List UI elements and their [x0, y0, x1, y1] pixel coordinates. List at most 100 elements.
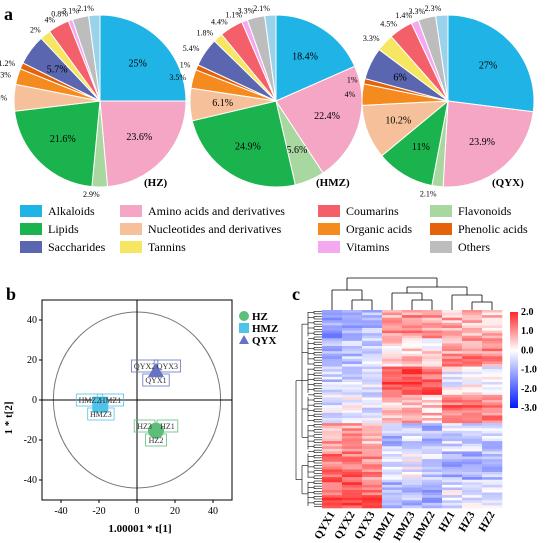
- heatmap-cell: [362, 502, 383, 506]
- heatmap-cell: [462, 335, 483, 339]
- heatmap-cell: [422, 484, 443, 488]
- legend-swatch: [20, 223, 42, 235]
- heatmap-cell: [362, 495, 383, 499]
- heatmap-cell: [442, 454, 463, 457]
- legend-label: Alkaloids: [48, 204, 95, 218]
- heatmap-cell: [482, 415, 503, 419]
- panel-label-c: c: [292, 284, 300, 304]
- pca-group-marker-hz: [148, 422, 164, 439]
- pca-y-tick-label: -20: [24, 435, 37, 446]
- heatmap-cell: [462, 484, 483, 488]
- heatmap-cell: [442, 430, 463, 434]
- heatmap-cell: [442, 456, 463, 460]
- heatmap-cell: [442, 338, 463, 342]
- heatmap-cell: [362, 353, 383, 357]
- heatmap-cell: [402, 477, 423, 481]
- heatmap-cell: [462, 384, 483, 388]
- heatmap-cell: [422, 428, 443, 432]
- pca-point-box: [153, 359, 181, 373]
- heatmap-cell: [482, 430, 503, 434]
- heatmap-cell: [462, 490, 483, 493]
- pie-slice-label: 2.9%: [83, 190, 100, 199]
- heatmap-cell: [362, 474, 383, 478]
- heatmap-cell: [362, 456, 383, 460]
- heatmap-cell: [322, 459, 343, 463]
- heatmap-cell: [342, 310, 363, 313]
- pie-slice-label: 6%: [393, 73, 406, 84]
- heatmap-cell: [482, 346, 503, 349]
- pie-slice: [264, 14, 277, 102]
- heatmap-cell: [482, 407, 503, 411]
- heatmap-cell: [402, 358, 423, 362]
- heatmap-cell: [362, 412, 383, 416]
- pie-slice: [99, 100, 187, 188]
- pie-slice: [14, 100, 101, 188]
- legend-label: Flavonoids: [458, 204, 512, 218]
- heatmap-cell: [342, 492, 363, 496]
- heatmap-cell: [322, 374, 343, 378]
- heatmap-cell: [322, 328, 343, 331]
- pie-title-hmz: (HMZ): [316, 177, 350, 189]
- heatmap-cell: [342, 490, 363, 493]
- heatmap-cell: [482, 312, 503, 316]
- heatmap-cell: [462, 420, 483, 424]
- heatmap-cell: [402, 317, 423, 321]
- heatmap-cell: [422, 371, 443, 375]
- heatmap-cell: [482, 456, 503, 460]
- heatmap-cell: [382, 464, 403, 468]
- heatmap-cell: [462, 415, 483, 419]
- pca-point-label: QYX1: [145, 376, 166, 385]
- heatmap-cell: [422, 477, 443, 481]
- heatmap-cell: [462, 371, 483, 375]
- heatmap-cell: [402, 430, 423, 434]
- heatmap-cell: [382, 448, 403, 452]
- heatmap-cell: [482, 474, 503, 478]
- heatmap-cell: [362, 420, 383, 424]
- heatmap-cell: [482, 405, 503, 409]
- heatmap-cell: [422, 469, 443, 473]
- heatmap-cell: [362, 446, 383, 450]
- heatmap-cell: [422, 433, 443, 437]
- heatmap-cell: [422, 472, 443, 475]
- heatmap-cell: [442, 322, 463, 326]
- heatmap-cell: [362, 361, 383, 365]
- heatmap-cell: [442, 317, 463, 321]
- heatmap-cell: [482, 358, 503, 362]
- pca-group-marker-hmz: [92, 396, 109, 413]
- heatmap-cell: [382, 384, 403, 388]
- heatmap-cell: [422, 438, 443, 442]
- heatmap-cell: [382, 366, 403, 370]
- heatmap-cell: [482, 384, 503, 388]
- heatmap-cell: [362, 400, 383, 403]
- heatmap-cell: [482, 361, 503, 365]
- heatmap-cell: [342, 328, 363, 331]
- heatmap-cell: [382, 353, 403, 357]
- heatmap-cell: [382, 425, 403, 429]
- heatmap-cell: [322, 495, 343, 499]
- heatmap-cell: [382, 500, 403, 504]
- legend-swatch: [120, 205, 142, 217]
- heatmap-cell: [362, 366, 383, 370]
- heatmap-cell: [422, 487, 443, 491]
- heatmap-cell: [362, 423, 383, 427]
- heatmap-cell: [322, 474, 343, 478]
- heatmap-cell: [322, 443, 343, 447]
- heatmap-cell: [322, 320, 343, 324]
- pca-legend-marker: [239, 311, 249, 321]
- heatmap-cell: [362, 407, 383, 411]
- heatmap-cell: [442, 466, 463, 470]
- heatmap-cell: [342, 495, 363, 499]
- heatmap-cell: [342, 461, 363, 465]
- heatmap-cell: [482, 448, 503, 452]
- heatmap-cell: [362, 351, 383, 355]
- heatmap-cell: [342, 402, 363, 406]
- legend-label: Tannins: [148, 240, 186, 254]
- pie-charts: 25%23.6%2.9%21.6%5%3%1.2%5.7%2%4%0.8%3.1…: [0, 4, 535, 199]
- heatmap-cell: [462, 389, 483, 393]
- heatmap-cell: [342, 315, 363, 319]
- heatmap-cell: [422, 415, 443, 419]
- heatmap-cell: [442, 353, 463, 357]
- heatmap-cell: [402, 428, 423, 432]
- heatmap-cell: [342, 366, 363, 370]
